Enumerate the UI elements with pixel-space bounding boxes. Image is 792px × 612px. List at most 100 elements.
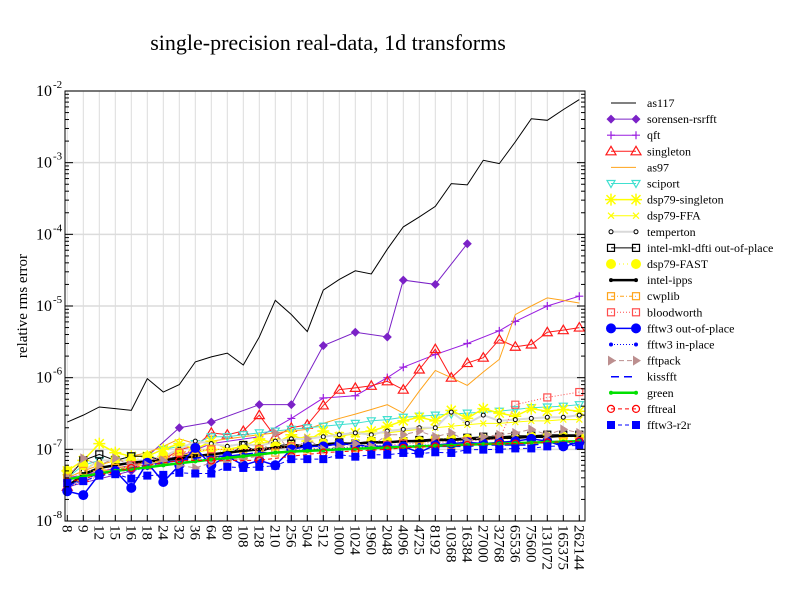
x-tick-label: 65536 <box>506 525 522 563</box>
legend-item-fftw3-in-place: fftw3 in-place <box>609 338 714 352</box>
asterisk-marker <box>630 193 642 206</box>
big-dot-marker <box>606 259 616 269</box>
triangle-down-marker <box>254 429 265 439</box>
triangle-marker <box>381 375 394 386</box>
legend-item-fftw3-out-of-place: fftw3 out-of-place <box>606 321 734 335</box>
filled-square-marker <box>95 471 104 480</box>
legend-label: temperton <box>647 225 696 239</box>
triangle-right-marker <box>400 429 409 440</box>
x-ticks: 8 9 12 15 16 18 24 32 36 64 80 108 128 210 256 504 512 10… <box>58 515 586 571</box>
dot-marker <box>161 463 166 468</box>
small-circle-marker <box>480 412 486 418</box>
triangle-marker <box>429 342 442 354</box>
legend-item-temperton: temperton <box>608 225 696 239</box>
small-circle-marker <box>320 434 326 440</box>
legend-item-as97: as97 <box>611 160 669 174</box>
x-tick-label: 9 <box>74 525 90 533</box>
y-tick-exponent: -3 <box>53 151 63 163</box>
dot-marker <box>241 448 246 453</box>
dot-marker <box>209 457 214 462</box>
small-circle-marker <box>432 425 438 431</box>
triangle-down-marker <box>510 405 521 415</box>
x-tick-label: 10368 <box>442 525 458 563</box>
y-tick-base: 10 <box>36 513 52 530</box>
small-circle-marker <box>576 412 582 418</box>
legend-label: fftreal <box>647 402 677 416</box>
filled-square-marker <box>415 449 424 458</box>
square-marker <box>631 243 641 252</box>
x-marker <box>479 419 487 427</box>
y-tick-base: 10 <box>36 441 52 458</box>
triangle-right-marker <box>576 427 585 438</box>
triangle-marker <box>477 351 490 362</box>
open-circle-marker <box>127 463 136 473</box>
y-tick-label: 10 -6 <box>36 366 63 387</box>
x-marker <box>632 212 640 220</box>
diamond-marker <box>286 400 296 410</box>
square-marker <box>543 393 552 402</box>
legend-item-cwplib: cwplib <box>606 289 680 303</box>
x-tick-label: 1000 <box>330 525 346 555</box>
diamond-marker <box>398 275 408 285</box>
triangle-marker <box>541 326 554 337</box>
open-circle-marker <box>631 404 641 413</box>
x-tick-label: 24 <box>154 525 170 541</box>
legend-label: fftw3-r2r <box>647 418 691 432</box>
legend-label: as117 <box>647 96 675 110</box>
x-tick-label: 80 <box>218 525 234 540</box>
y-tick-label: 10 -8 <box>36 509 63 530</box>
filled-square-marker <box>271 461 280 470</box>
x-tick-label: 504 <box>298 525 314 548</box>
x-tick-label: 8192 <box>426 525 442 555</box>
filled-square-marker <box>223 462 232 471</box>
small-circle-marker <box>400 426 406 432</box>
legend-item-dsp79-singleton: dsp79-singleton <box>605 193 724 207</box>
asterisk-marker <box>573 405 586 418</box>
x-tick-label: 165375 <box>554 525 570 570</box>
diamond-marker <box>382 332 392 342</box>
plus-marker <box>287 414 296 423</box>
small-circle-marker <box>448 409 454 415</box>
dot-marker <box>481 442 486 447</box>
triangle-marker <box>493 333 506 344</box>
square-marker <box>606 243 616 252</box>
legend-item-green: green <box>609 386 674 400</box>
legend: as117 sorensen-rsrfft qft singleton as97 scip… <box>604 96 773 432</box>
x-marker <box>575 416 583 424</box>
triangle-marker <box>557 323 570 335</box>
x-tick-label: 512 <box>314 525 330 548</box>
plus-marker <box>632 131 640 140</box>
filled-square-marker <box>495 445 504 454</box>
plus-marker <box>399 363 408 372</box>
asterisk-marker <box>285 428 298 441</box>
triangle-right-marker <box>448 427 457 438</box>
diamond-marker <box>430 279 440 289</box>
x-marker <box>543 417 551 425</box>
diamond-marker <box>318 341 328 351</box>
triangle-down-marker <box>574 401 585 410</box>
legend-item-dsp79-ffa: dsp79-FFA <box>607 209 701 223</box>
legend-label: dsp79-FAST <box>647 257 709 271</box>
triangle-marker <box>629 145 643 156</box>
diamond-marker <box>606 114 616 124</box>
x-tick-label: 256 <box>282 525 298 548</box>
filled-square-marker <box>447 448 456 457</box>
plus-marker <box>463 339 472 348</box>
asterisk-marker <box>413 411 426 424</box>
small-circle-marker <box>512 417 518 423</box>
x-tick-label: 4725 <box>410 525 426 555</box>
asterisk-marker <box>461 412 474 425</box>
triangle-right-marker <box>512 427 521 438</box>
dot-marker <box>257 452 262 457</box>
triangle-down-marker <box>605 179 617 189</box>
square-marker <box>631 308 641 317</box>
dot-marker <box>609 342 613 347</box>
series-sorensen-rsrfft <box>62 239 472 492</box>
y-tick-exponent: -4 <box>53 222 63 234</box>
legend-label: singleton <box>647 144 691 158</box>
asterisk-marker <box>157 443 170 456</box>
triangle-marker <box>349 381 362 392</box>
asterisk-marker <box>317 425 330 438</box>
dot-marker <box>241 454 246 459</box>
legend-label: intel-mkl-dfti out-of-place <box>647 241 773 255</box>
